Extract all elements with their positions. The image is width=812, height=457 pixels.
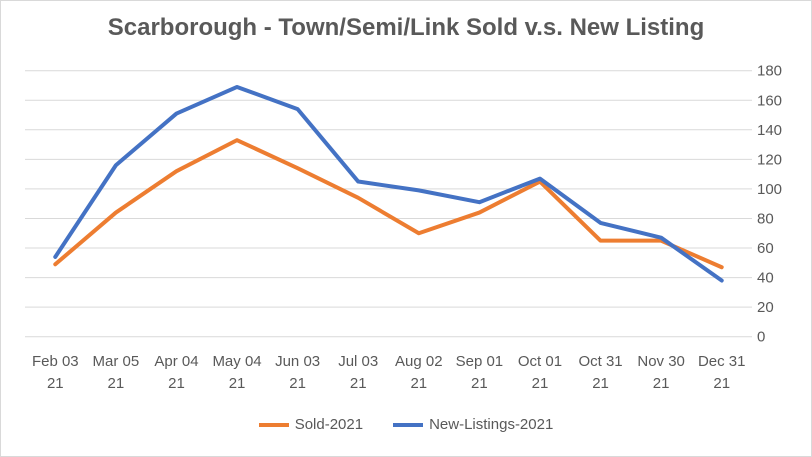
x-tick-label: 21 — [592, 375, 609, 392]
x-tick-label: 21 — [471, 375, 488, 392]
legend-label-sold: Sold-2021 — [294, 416, 364, 433]
x-tick-label: Apr 04 — [154, 353, 198, 370]
y-tick-label: 60 — [757, 240, 774, 257]
x-tick-label: 21 — [653, 375, 670, 392]
x-tick-label: Mar 05 — [93, 353, 140, 370]
x-tick-label: 21 — [47, 375, 64, 392]
y-tick-label: 120 — [757, 151, 782, 168]
legend-item-sold: Sold-2021 — [258, 416, 364, 433]
x-tick-label: 21 — [532, 375, 549, 392]
x-tick-label: 21 — [350, 375, 367, 392]
legend-item-new-listings: New-Listings-2021 — [393, 416, 553, 433]
x-tick-label: 21 — [289, 375, 306, 392]
x-tick-label: 21 — [410, 375, 427, 392]
x-tick-label: 21 — [229, 375, 246, 392]
x-tick-label: 21 — [713, 375, 730, 392]
x-tick-label: Jul 03 — [338, 353, 378, 370]
chart-title: Scarborough - Town/Semi/Link Sold v.s. N… — [107, 14, 705, 41]
x-tick-label: Sep 01 — [456, 353, 504, 370]
legend-swatch-new-listings — [393, 422, 424, 427]
legend: Sold-2021 New-Listings-2021 — [0, 416, 812, 433]
series-line-new-listings-2021 — [53, 84, 724, 283]
y-tick-label: 0 — [757, 329, 765, 346]
y-tick-label: 100 — [757, 181, 782, 198]
y-tick-label: 180 — [757, 63, 782, 80]
x-tick-label: Aug 02 — [395, 353, 443, 370]
x-tick-label: Nov 30 — [637, 353, 685, 370]
x-tick-label: Oct 01 — [518, 353, 562, 370]
x-tick-label: Feb 03 — [32, 353, 79, 370]
y-tick-label: 80 — [757, 210, 774, 227]
series-line-sold-2021 — [53, 138, 724, 270]
y-tick-label: 40 — [757, 270, 774, 287]
x-tick-label: Jun 03 — [275, 353, 320, 370]
x-tick-label: Oct 31 — [578, 353, 622, 370]
legend-swatch-sold — [258, 422, 289, 427]
legend-label-new-listings: New-Listings-2021 — [429, 416, 554, 433]
x-tick-label: Dec 31 — [698, 353, 746, 370]
x-tick-label: 21 — [108, 375, 125, 392]
x-tick-label: May 04 — [212, 353, 261, 370]
y-tick-label: 20 — [757, 299, 774, 316]
y-tick-label: 160 — [757, 92, 782, 109]
y-tick-label: 140 — [757, 122, 782, 139]
x-tick-label: 21 — [168, 375, 185, 392]
